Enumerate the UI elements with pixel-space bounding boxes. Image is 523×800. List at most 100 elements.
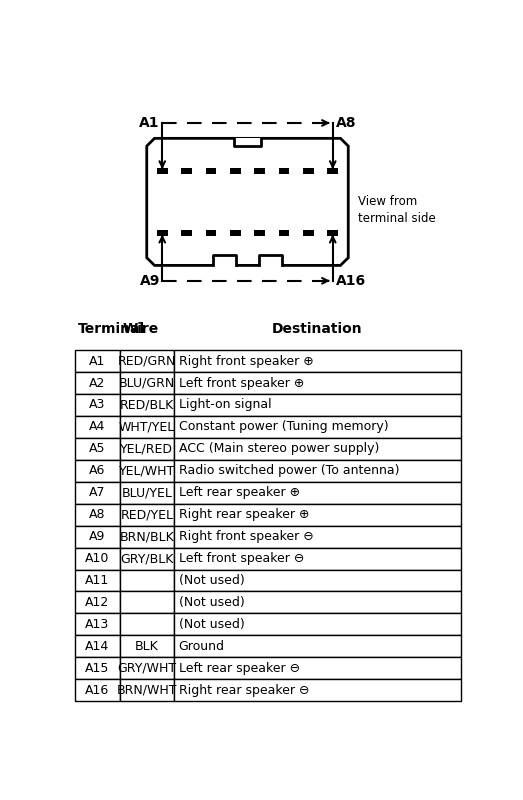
Text: Constant power (Tuning memory): Constant power (Tuning memory) (178, 421, 388, 434)
Text: BLK: BLK (135, 640, 158, 653)
Bar (75, 438, 120, 460)
Text: A1: A1 (140, 116, 160, 130)
Bar (157, 230, 168, 236)
Bar (75, 350, 120, 372)
Bar (75, 372, 120, 394)
Bar (206, 230, 217, 236)
Text: A8: A8 (336, 116, 356, 130)
Text: (Not used): (Not used) (178, 618, 244, 631)
Text: A1: A1 (89, 354, 105, 367)
Text: A8: A8 (89, 508, 106, 521)
Bar (174, 548, 461, 570)
Bar (174, 350, 461, 372)
Bar (327, 230, 338, 236)
Bar (120, 679, 174, 702)
Text: View from
terminal side: View from terminal side (358, 194, 435, 225)
Text: A12: A12 (85, 596, 109, 609)
Text: RED/GRN: RED/GRN (118, 354, 176, 367)
Text: Left rear speaker ⊖: Left rear speaker ⊖ (178, 662, 300, 675)
Bar (303, 168, 314, 174)
Text: (Not used): (Not used) (178, 596, 244, 609)
Text: YEL/WHT: YEL/WHT (119, 464, 175, 478)
Text: A5: A5 (89, 442, 106, 455)
Bar (174, 591, 461, 614)
Bar (174, 679, 461, 702)
Text: A6: A6 (89, 464, 105, 478)
Bar (120, 460, 174, 482)
Bar (174, 416, 461, 438)
Text: RED/YEL: RED/YEL (120, 508, 173, 521)
Bar (174, 482, 461, 504)
Text: YEL/RED: YEL/RED (120, 442, 173, 455)
Text: WHT/YEL: WHT/YEL (119, 421, 175, 434)
Text: A7: A7 (89, 486, 106, 499)
Text: Ground: Ground (178, 640, 224, 653)
Bar (230, 168, 241, 174)
Bar (120, 658, 174, 679)
Text: A16: A16 (336, 274, 366, 288)
Text: BRN/WHT: BRN/WHT (117, 684, 177, 697)
Bar (181, 230, 192, 236)
Bar (327, 168, 338, 174)
Text: A10: A10 (85, 552, 109, 565)
Bar (75, 394, 120, 416)
Text: A14: A14 (85, 640, 109, 653)
Bar (174, 635, 461, 658)
Text: A16: A16 (85, 684, 109, 697)
Text: GRY/WHT: GRY/WHT (117, 662, 176, 675)
Bar (75, 504, 120, 526)
Bar (174, 372, 461, 394)
Text: A2: A2 (89, 377, 105, 390)
Text: Left front speaker ⊖: Left front speaker ⊖ (178, 552, 304, 565)
Text: A9: A9 (89, 530, 105, 543)
Text: A15: A15 (85, 662, 109, 675)
Text: A13: A13 (85, 618, 109, 631)
Bar (120, 350, 174, 372)
Bar (75, 635, 120, 658)
Bar (174, 570, 461, 591)
Bar (279, 230, 289, 236)
Text: BLU/YEL: BLU/YEL (121, 486, 172, 499)
Text: Terminal: Terminal (78, 322, 145, 336)
Bar (75, 679, 120, 702)
Text: Wire: Wire (123, 322, 159, 336)
Text: Right front speaker ⊕: Right front speaker ⊕ (178, 354, 313, 367)
Bar (120, 482, 174, 504)
Bar (120, 526, 174, 548)
Bar (75, 526, 120, 548)
Bar (157, 168, 168, 174)
Text: A3: A3 (89, 398, 105, 411)
Bar (259, 254, 282, 267)
Text: Right rear speaker ⊖: Right rear speaker ⊖ (178, 684, 309, 697)
Polygon shape (147, 138, 348, 266)
Bar (120, 635, 174, 658)
Bar (174, 614, 461, 635)
Bar (120, 614, 174, 635)
Text: Right rear speaker ⊕: Right rear speaker ⊕ (178, 508, 309, 521)
Text: BLU/GRN: BLU/GRN (119, 377, 175, 390)
Bar (120, 548, 174, 570)
Text: BRN/BLK: BRN/BLK (119, 530, 174, 543)
Text: Radio switched power (To antenna): Radio switched power (To antenna) (178, 464, 399, 478)
Bar (174, 394, 461, 416)
Bar (234, 138, 261, 147)
Text: Destination: Destination (272, 322, 362, 336)
Bar (174, 504, 461, 526)
Text: RED/BLK: RED/BLK (120, 398, 174, 411)
Bar (120, 416, 174, 438)
Bar (75, 460, 120, 482)
Text: GRY/BLK: GRY/BLK (120, 552, 174, 565)
Bar (174, 526, 461, 548)
Text: A4: A4 (89, 421, 105, 434)
Bar (120, 504, 174, 526)
Bar (279, 168, 289, 174)
Bar (75, 570, 120, 591)
Bar (213, 254, 236, 267)
Bar (120, 591, 174, 614)
Text: A9: A9 (140, 274, 160, 288)
Bar (174, 658, 461, 679)
Text: Light-on signal: Light-on signal (178, 398, 271, 411)
Bar (174, 460, 461, 482)
Text: Left rear speaker ⊕: Left rear speaker ⊕ (178, 486, 300, 499)
Bar (75, 614, 120, 635)
